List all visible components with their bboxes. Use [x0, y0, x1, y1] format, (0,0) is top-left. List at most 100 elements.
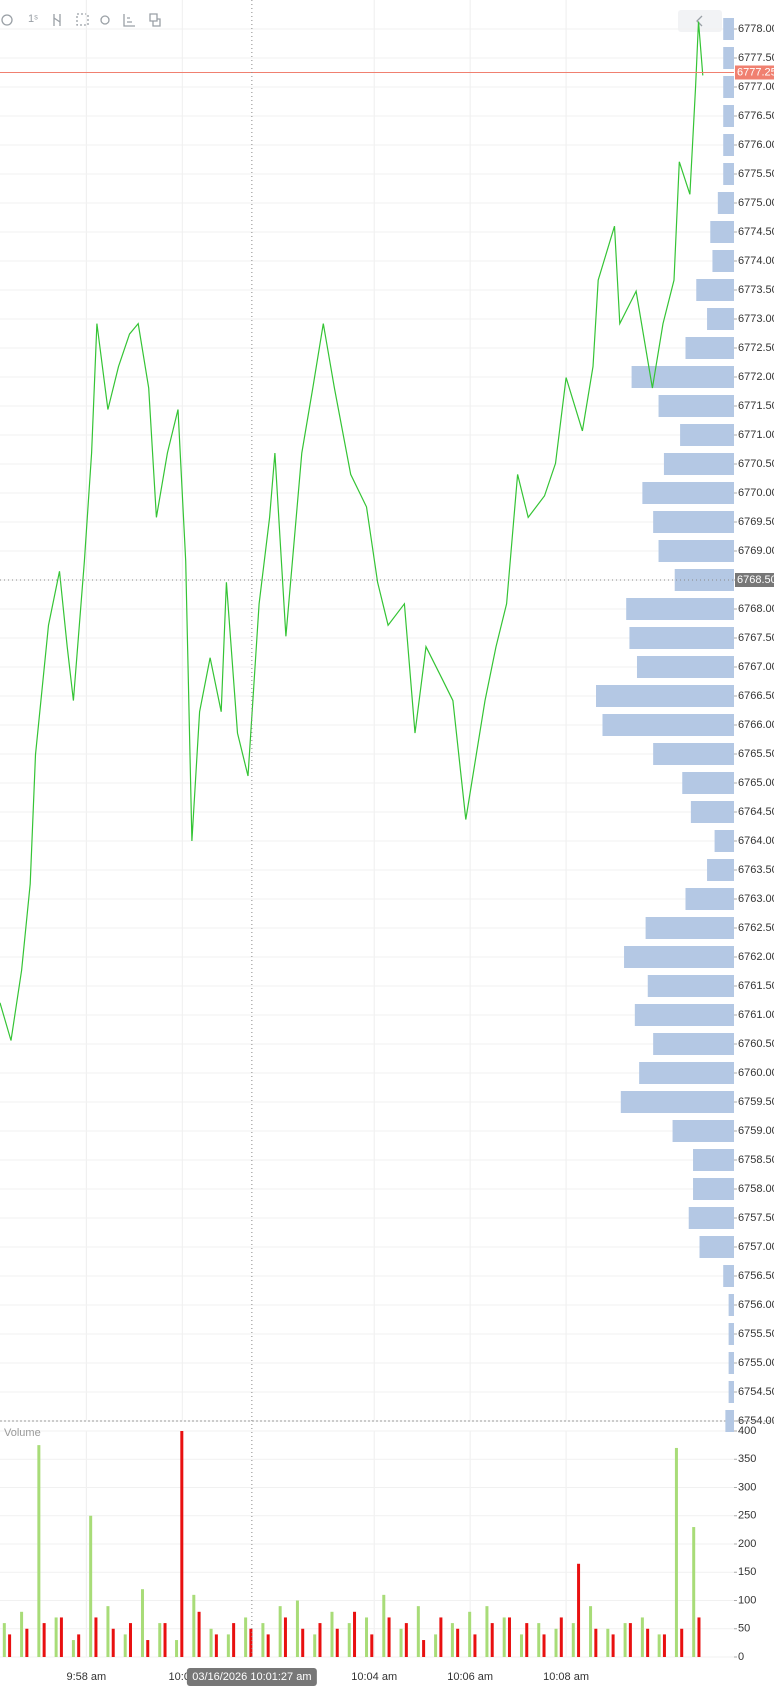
select[interactable]: [76, 13, 89, 26]
y-tick-label: 6767.50: [738, 632, 774, 644]
profile-bar: [653, 743, 734, 765]
profile-bar: [602, 714, 734, 736]
volume-bar: [606, 1628, 610, 1657]
volume-bar: [473, 1634, 477, 1657]
volume-bar: [468, 1611, 472, 1657]
y-tick-label: 6778.00: [738, 23, 774, 35]
profile-bar: [723, 47, 734, 69]
y-tick-label: 6760.00: [738, 1067, 774, 1079]
y-tick-label: 6774.00: [738, 255, 774, 267]
y-tick-label: 6773.50: [738, 284, 774, 296]
y-tick-label: 6771.00: [738, 429, 774, 441]
toolbar: 1ˢ: [1, 10, 722, 32]
profile-bar: [596, 685, 734, 707]
y-tick-label: 6764.00: [738, 835, 774, 847]
volume-bar: [146, 1640, 150, 1657]
profile-bar: [653, 1033, 734, 1055]
y-tick-label: 6754.50: [738, 1386, 774, 1398]
y-tick-label: 250: [738, 1510, 756, 1522]
volume-bar: [697, 1617, 701, 1657]
y-tick-label: 6772.50: [738, 342, 774, 354]
volume-bar: [559, 1617, 563, 1657]
profile-bar: [723, 18, 734, 40]
y-tick-label: 6773.00: [738, 313, 774, 325]
volume-bar: [214, 1634, 218, 1657]
profile-bar: [707, 308, 734, 330]
y-tick-label: 6761.50: [738, 980, 774, 992]
back-button[interactable]: [678, 10, 722, 32]
y-tick-label: 6769.50: [738, 516, 774, 528]
y-tick-label: 350: [738, 1453, 756, 1465]
profile-bar: [647, 975, 734, 997]
volume-bar: [416, 1606, 420, 1657]
volume-bar: [111, 1628, 115, 1657]
y-tick-label: 100: [738, 1594, 756, 1606]
volume-bar: [404, 1623, 408, 1657]
chart-type[interactable]: [53, 14, 61, 26]
y-tick-label: 6757.00: [738, 1241, 774, 1253]
volume-bar: [226, 1634, 230, 1657]
volume-bar: [163, 1623, 167, 1657]
y-tick-label: 6770.50: [738, 458, 774, 470]
volume-bar: [89, 1515, 93, 1657]
volume-bar: [249, 1628, 253, 1657]
crosshair-time-label: 03/16/2026 10:01:27 am: [192, 1671, 311, 1683]
profile-bar: [690, 801, 734, 823]
profile-bar: [693, 1149, 734, 1171]
profile-bar: [634, 1004, 734, 1026]
profile-bar: [631, 366, 734, 388]
volume-bar: [94, 1617, 98, 1657]
indicators[interactable]: [123, 14, 135, 27]
y-tick-label: 6774.50: [738, 226, 774, 238]
x-tick-label: 10:08 am: [543, 1671, 589, 1683]
volume-bar: [554, 1628, 558, 1657]
crosshair-price-badge: [735, 573, 774, 587]
profile-bar: [685, 888, 734, 910]
y-tick-label: 6758.50: [738, 1154, 774, 1166]
volume-bar: [611, 1634, 615, 1657]
volume-bar: [519, 1634, 523, 1657]
volume-bar: [628, 1623, 632, 1657]
y-tick-label: 6759.00: [738, 1125, 774, 1137]
profile-bar: [699, 1236, 734, 1258]
volume-bar: [175, 1640, 179, 1657]
volume-bar: [77, 1634, 81, 1657]
volume-bar: [577, 1563, 581, 1657]
volume-bar: [507, 1617, 511, 1657]
y-tick-label: 0: [738, 1651, 744, 1663]
y-tick-label: 6767.00: [738, 661, 774, 673]
profile-bar: [636, 656, 734, 678]
volume-bar: [370, 1634, 374, 1657]
settings[interactable]: [100, 15, 110, 25]
interval[interactable]: 1ˢ: [28, 13, 38, 25]
profile-bar: [728, 1323, 734, 1345]
profile-bar: [714, 830, 734, 852]
x-tick-label: 10:06 am: [447, 1671, 493, 1683]
y-tick-label: 6755.50: [738, 1328, 774, 1340]
volume-bar: [2, 1623, 6, 1657]
volume-bar: [318, 1623, 322, 1657]
volume-bar: [123, 1634, 127, 1657]
profile-bar: [696, 279, 734, 301]
compare[interactable]: [149, 13, 161, 27]
volume-bar: [59, 1617, 63, 1657]
zoom-out[interactable]: [1, 14, 13, 26]
y-tick-label: 6760.50: [738, 1038, 774, 1050]
volume-bar: [106, 1606, 110, 1657]
volume-bar: [674, 1447, 678, 1657]
volume-bar: [365, 1617, 369, 1657]
profile-bar: [728, 1352, 734, 1374]
volume-bar: [502, 1617, 506, 1657]
volume-bar: [662, 1634, 666, 1657]
profile-bar: [723, 1265, 734, 1287]
volume-bar: [197, 1611, 201, 1657]
y-tick-label: 6763.50: [738, 864, 774, 876]
volume-bar: [490, 1623, 494, 1657]
y-tick-label: 6764.50: [738, 806, 774, 818]
profile-bar: [717, 192, 734, 214]
y-tick-label: 6766.00: [738, 719, 774, 731]
y-tick-label: 200: [738, 1538, 756, 1550]
volume-bar: [335, 1628, 339, 1657]
